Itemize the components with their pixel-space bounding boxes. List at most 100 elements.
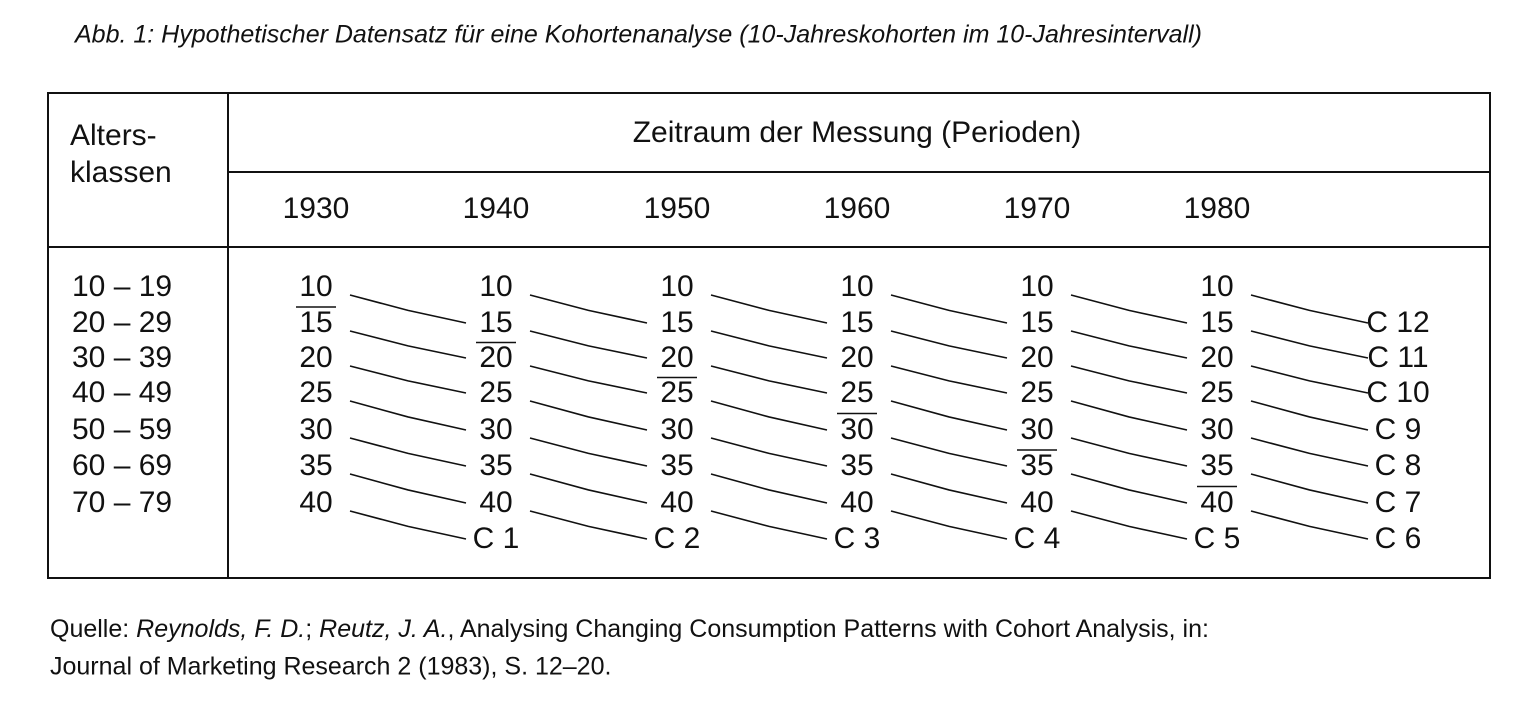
cohort-label: C 4 (1014, 522, 1061, 555)
cell-value: 30 (299, 413, 332, 446)
period-header: Zeitraum der Messung (Perioden) (633, 116, 1082, 149)
cell-value: 10 (479, 270, 512, 303)
cohort-connector (529, 330, 648, 359)
cell-value: 30 (660, 413, 693, 446)
cohort-connector (1250, 510, 1369, 540)
period-label: 1970 (1004, 192, 1071, 225)
period-label: 1940 (463, 192, 530, 225)
cohort-connector (529, 294, 648, 324)
source-line: Quelle: Reynolds, F. D.; Reutz, J. A., A… (50, 615, 1209, 643)
cell-value: 20 (840, 341, 873, 374)
cohort-connector (349, 473, 467, 504)
cell-value: 15 (479, 306, 512, 339)
cohort-label: C 7 (1375, 486, 1422, 519)
cell-value: 10 (1020, 270, 1053, 303)
cohort-connector (890, 437, 1008, 467)
cell-value: 40 (299, 486, 332, 519)
source-author: Reynolds, F. D. (136, 615, 305, 643)
cell-value: 25 (1020, 376, 1053, 409)
cohort-connector (1070, 473, 1188, 504)
cohort-connector (1070, 400, 1188, 431)
row-header: Alters- (70, 119, 157, 152)
figure-title: Abb. 1: Hypothetischer Datensatz für ein… (73, 21, 1202, 49)
source-text: ; (305, 615, 319, 643)
cell-value: 10 (840, 270, 873, 303)
cohort-connector (710, 400, 828, 431)
period-label: 1930 (283, 192, 350, 225)
cohort-label: C 6 (1375, 522, 1422, 555)
cohort-connector (1250, 294, 1369, 324)
age-class: 40 – 49 (72, 376, 172, 409)
cohort-label: C 5 (1194, 522, 1241, 555)
source-author: Reutz, J. A. (319, 615, 447, 643)
cohort-connector (1070, 294, 1188, 324)
cohort-connector (890, 473, 1008, 504)
cohort-connector (890, 330, 1008, 359)
cell-value: 15 (299, 306, 332, 339)
cohort-connector (1250, 437, 1369, 467)
cell-value: 10 (660, 270, 693, 303)
cohort-connector (529, 437, 648, 467)
cell-value: 15 (1020, 306, 1053, 339)
cell-value: 30 (479, 413, 512, 446)
cell-value: 30 (1200, 413, 1233, 446)
cell-value: 20 (660, 341, 693, 374)
cohort-connector (349, 365, 467, 394)
cohort-connector (1250, 400, 1369, 431)
cell-value: 35 (479, 449, 512, 482)
cohort-connector (1070, 330, 1188, 359)
cell-value: 30 (1020, 413, 1053, 446)
cohort-label: C 1 (473, 522, 520, 555)
cell-value: 15 (1200, 306, 1233, 339)
cohort-connector (529, 400, 648, 431)
cohort-connector (890, 400, 1008, 431)
cohort-connector (1070, 510, 1188, 540)
cohort-connector (1250, 330, 1369, 359)
cohort-connector (1250, 365, 1369, 394)
cohort-label: C 11 (1367, 341, 1428, 374)
cell-value: 35 (1020, 449, 1053, 482)
cell-value: 20 (1200, 341, 1233, 374)
cohort-connector (349, 294, 467, 324)
cohort-connector (710, 330, 828, 359)
age-class: 60 – 69 (72, 449, 172, 482)
source-text: Quelle: (50, 615, 136, 643)
cohort-connector (890, 294, 1008, 324)
cohort-connector (529, 510, 648, 540)
period-label: 1950 (644, 192, 711, 225)
cell-value: 35 (840, 449, 873, 482)
cohort-label: C 3 (834, 522, 881, 555)
source-line: Journal of Marketing Research 2 (1983), … (50, 653, 611, 681)
cohort-connector (1250, 473, 1369, 504)
cohort-label: C 2 (654, 522, 701, 555)
age-class: 70 – 79 (72, 486, 172, 519)
cohort-connector (890, 510, 1008, 540)
cell-value: 20 (479, 341, 512, 374)
period-label: 1960 (824, 192, 891, 225)
cohort-connector (1070, 365, 1188, 394)
cell-value: 40 (840, 486, 873, 519)
cell-value: 25 (479, 376, 512, 409)
cohort-connector (890, 365, 1008, 394)
cell-value: 10 (299, 270, 332, 303)
cohort-connector (710, 294, 828, 324)
cell-value: 40 (1020, 486, 1053, 519)
age-class: 30 – 39 (72, 341, 172, 374)
cohort-connector (710, 365, 828, 394)
table-frame (47, 92, 1491, 579)
cohort-connector (710, 437, 828, 467)
cohort-connector (349, 330, 467, 359)
cell-value: 40 (1200, 486, 1233, 519)
cell-value: 10 (1200, 270, 1233, 303)
cell-value: 35 (660, 449, 693, 482)
cohort-label: C 9 (1375, 413, 1422, 446)
cohort-connector (349, 437, 467, 467)
cell-value: 20 (299, 341, 332, 374)
age-class: 20 – 29 (72, 306, 172, 339)
cell-value: 25 (660, 376, 693, 409)
period-label: 1980 (1184, 192, 1251, 225)
cohort-connector (710, 510, 828, 540)
cohort-connector (1070, 437, 1188, 467)
